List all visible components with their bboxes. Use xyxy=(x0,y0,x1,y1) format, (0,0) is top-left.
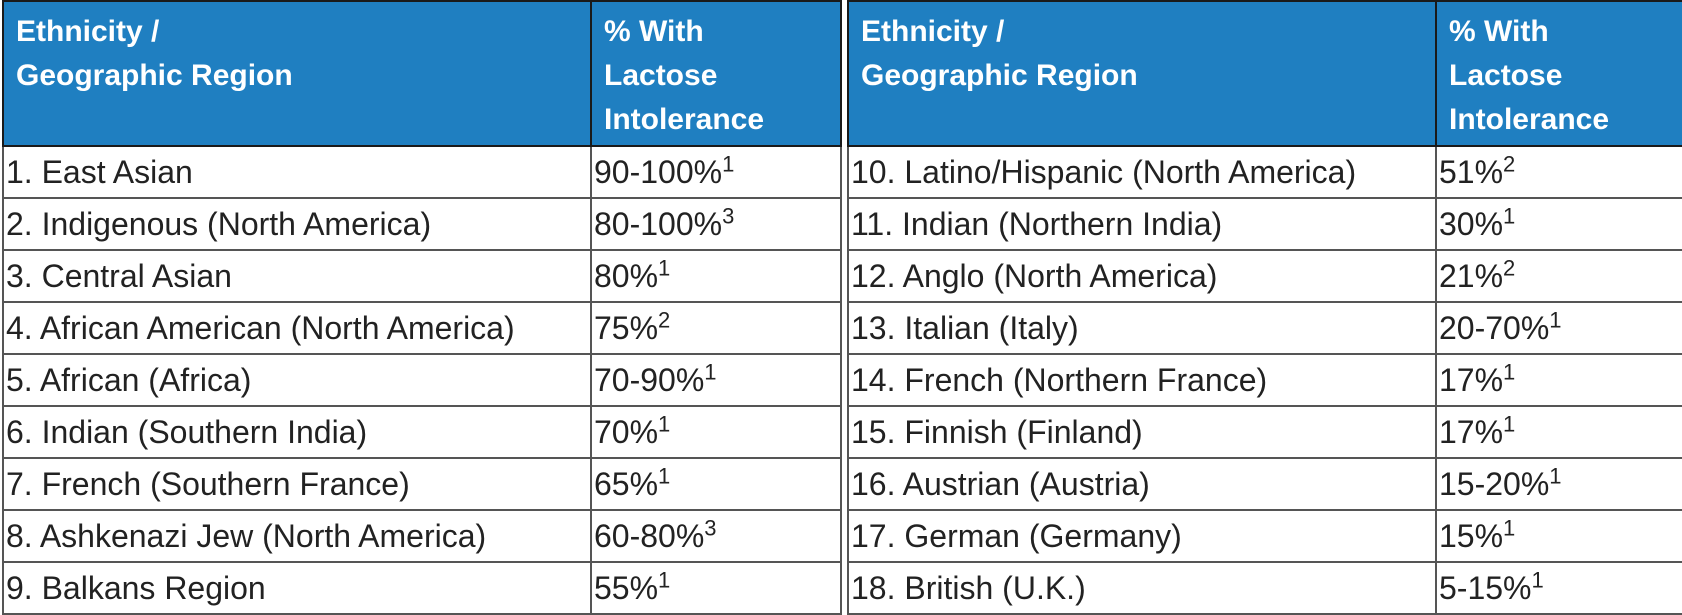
pct-value: 55% xyxy=(594,570,659,606)
table-row: 14. French (Northern France) 17%1 xyxy=(847,353,1682,407)
region-cell: 7. French (Southern France) xyxy=(2,457,592,511)
region-header: Ethnicity / Geographic Region xyxy=(2,0,592,147)
region-cell: 16. Austrian (Austria) xyxy=(847,457,1437,511)
pct-value: 15-20% xyxy=(1439,466,1550,502)
pct-value: 60-80% xyxy=(594,518,705,554)
region-cell: 4. African American (North America) xyxy=(2,301,592,355)
table-row: 18. British (U.K.) 5-15%1 xyxy=(847,561,1682,615)
footnote-ref: 1 xyxy=(658,567,671,593)
lactose-table-right: Ethnicity / Geographic Region % With Lacto… xyxy=(847,0,1682,615)
pct-cell: 90-100%1 xyxy=(590,145,842,199)
table-row: 6. Indian (Southern India) 70%1 xyxy=(2,405,842,459)
region-header: Ethnicity / Geographic Region xyxy=(847,0,1437,147)
footnote-ref: 1 xyxy=(704,359,717,385)
table-row: 10. Latino/Hispanic (North America) 51%2 xyxy=(847,145,1682,199)
pct-cell: 65%1 xyxy=(590,457,842,511)
region-cell: 8. Ashkenazi Jew (North America) xyxy=(2,509,592,563)
table-row: 12. Anglo (North America) 21%2 xyxy=(847,249,1682,303)
region-cell: 6. Indian (Southern India) xyxy=(2,405,592,459)
region-cell: 11. Indian (Northern India) xyxy=(847,197,1437,251)
pct-value: 65% xyxy=(594,466,659,502)
pct-cell: 70%1 xyxy=(590,405,842,459)
pct-cell: 15%1 xyxy=(1435,509,1682,563)
footnote-ref: 1 xyxy=(1549,463,1562,489)
pct-value: 5-15% xyxy=(1439,570,1532,606)
region-cell: 15. Finnish (Finland) xyxy=(847,405,1437,459)
pct-cell: 75%2 xyxy=(590,301,842,355)
pct-cell: 21%2 xyxy=(1435,249,1682,303)
pct-value: 30% xyxy=(1439,206,1504,242)
table-row: 8. Ashkenazi Jew (North America) 60-80%3 xyxy=(2,509,842,563)
table-row: 7. French (Southern France) 65%1 xyxy=(2,457,842,511)
pct-cell: 17%1 xyxy=(1435,353,1682,407)
pct-value: 80-100% xyxy=(594,206,723,242)
region-cell: 13. Italian (Italy) xyxy=(847,301,1437,355)
region-cell: 10. Latino/Hispanic (North America) xyxy=(847,145,1437,199)
pct-cell: 70-90%1 xyxy=(590,353,842,407)
table-row: 3. Central Asian 80%1 xyxy=(2,249,842,303)
pct-value: 70-90% xyxy=(594,362,705,398)
footnote-ref: 1 xyxy=(1503,203,1516,229)
footnote-ref: 2 xyxy=(658,307,671,333)
footnote-ref: 3 xyxy=(722,203,735,229)
footnote-ref: 1 xyxy=(658,255,671,281)
region-cell: 1. East Asian xyxy=(2,145,592,199)
pct-value: 51% xyxy=(1439,154,1504,190)
table-row: 4. African American (North America) 75%2 xyxy=(2,301,842,355)
footnote-ref: 1 xyxy=(1503,359,1516,385)
lactose-table-left: Ethnicity / Geographic Region % With Lacto… xyxy=(2,0,842,615)
table-row: 16. Austrian (Austria) 15-20%1 xyxy=(847,457,1682,511)
region-cell: 17. German (Germany) xyxy=(847,509,1437,563)
pct-value: 70% xyxy=(594,414,659,450)
footnote-ref: 1 xyxy=(1549,307,1562,333)
table-row: 15. Finnish (Finland) 17%1 xyxy=(847,405,1682,459)
pct-value: 20-70% xyxy=(1439,310,1550,346)
footnote-ref: 3 xyxy=(704,515,717,541)
table-row: 11. Indian (Northern India) 30%1 xyxy=(847,197,1682,251)
footnote-ref: 1 xyxy=(722,151,735,177)
footnote-ref: 1 xyxy=(1503,515,1516,541)
table-row: 13. Italian (Italy) 20-70%1 xyxy=(847,301,1682,355)
region-cell: 5. African (Africa) xyxy=(2,353,592,407)
pct-cell: 30%1 xyxy=(1435,197,1682,251)
table-row: 5. African (Africa) 70-90%1 xyxy=(2,353,842,407)
pct-header: % With Lactose Intolerance xyxy=(1435,0,1682,147)
pct-cell: 5-15%1 xyxy=(1435,561,1682,615)
pct-value: 21% xyxy=(1439,258,1504,294)
pct-value: 17% xyxy=(1439,362,1504,398)
region-cell: 2. Indigenous (North America) xyxy=(2,197,592,251)
footnote-ref: 2 xyxy=(1503,255,1516,281)
table-row: 9. Balkans Region 55%1 xyxy=(2,561,842,615)
region-cell: 12. Anglo (North America) xyxy=(847,249,1437,303)
region-cell: 14. French (Northern France) xyxy=(847,353,1437,407)
region-cell: 9. Balkans Region xyxy=(2,561,592,615)
pct-cell: 60-80%3 xyxy=(590,509,842,563)
pct-value: 75% xyxy=(594,310,659,346)
footnote-ref: 1 xyxy=(658,411,671,437)
pct-cell: 20-70%1 xyxy=(1435,301,1682,355)
header-row: Ethnicity / Geographic Region % With Lacto… xyxy=(847,0,1682,147)
pct-cell: 80%1 xyxy=(590,249,842,303)
pct-value: 15% xyxy=(1439,518,1504,554)
footnote-ref: 1 xyxy=(1503,411,1516,437)
pct-value: 90-100% xyxy=(594,154,723,190)
pct-cell: 51%2 xyxy=(1435,145,1682,199)
pct-cell: 17%1 xyxy=(1435,405,1682,459)
region-cell: 18. British (U.K.) xyxy=(847,561,1437,615)
pct-value: 80% xyxy=(594,258,659,294)
pct-header: % With Lactose Intolerance xyxy=(590,0,842,147)
region-cell: 3. Central Asian xyxy=(2,249,592,303)
pct-value: 17% xyxy=(1439,414,1504,450)
table-row: 2. Indigenous (North America) 80-100%3 xyxy=(2,197,842,251)
pct-cell: 15-20%1 xyxy=(1435,457,1682,511)
footnote-ref: 2 xyxy=(1503,151,1516,177)
footnote-ref: 1 xyxy=(658,463,671,489)
header-row: Ethnicity / Geographic Region % With Lacto… xyxy=(2,0,842,147)
table-row: 1. East Asian 90-100%1 xyxy=(2,145,842,199)
pct-cell: 55%1 xyxy=(590,561,842,615)
footnote-ref: 1 xyxy=(1531,567,1544,593)
table-row: 17. German (Germany) 15%1 xyxy=(847,509,1682,563)
pct-cell: 80-100%3 xyxy=(590,197,842,251)
